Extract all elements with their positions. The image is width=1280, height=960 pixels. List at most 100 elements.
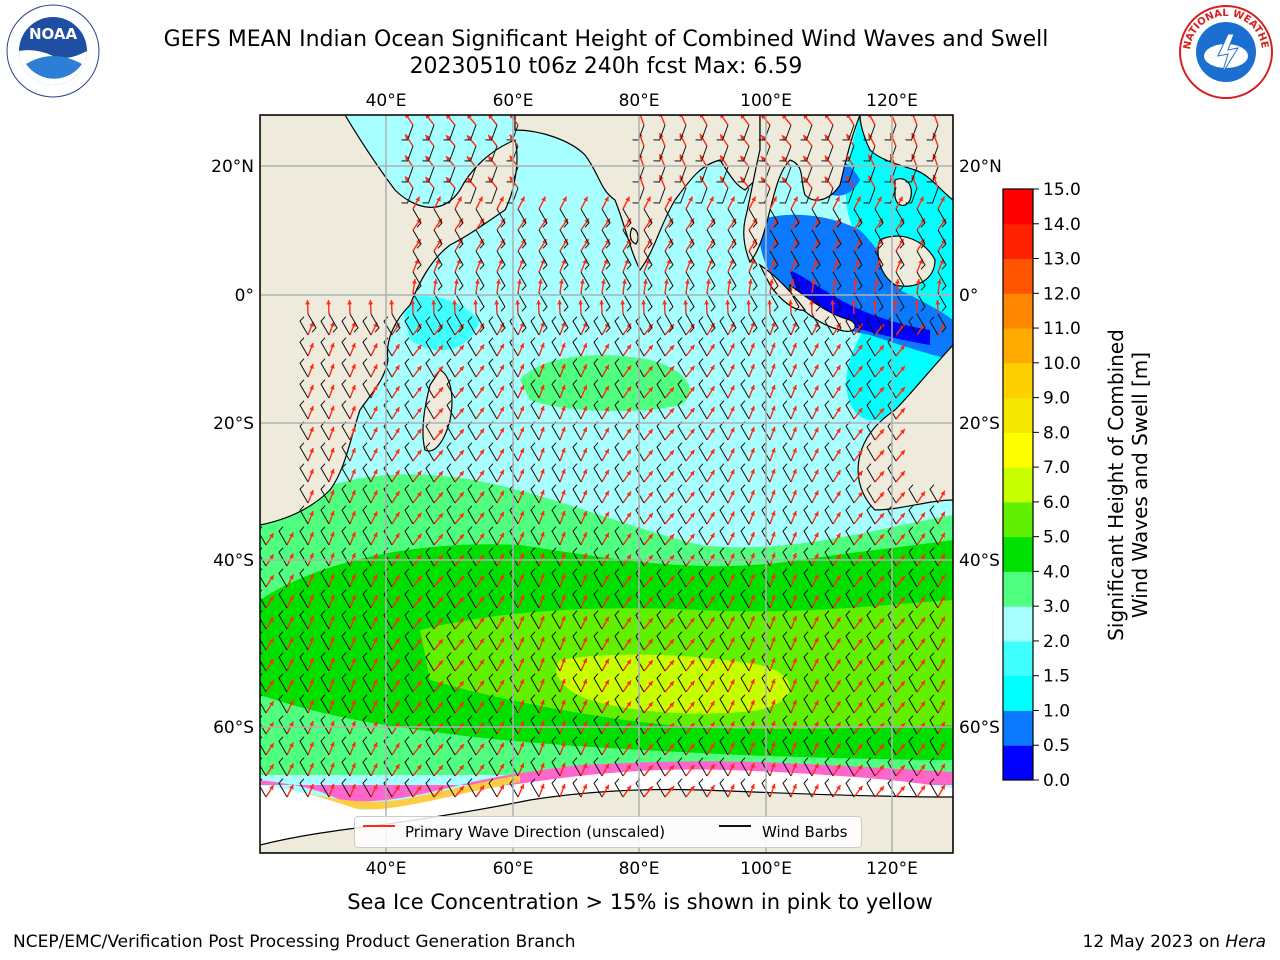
- wind-barb: [572, 484, 582, 504]
- wind-barbs: [260, 124, 947, 798]
- wave-direction-arrowhead: [814, 427, 819, 433]
- wind-barb: [593, 757, 603, 777]
- wave-direction-arrowhead: [626, 449, 632, 455]
- wind-barb: [299, 400, 309, 420]
- wave-direction-arrowhead: [730, 616, 735, 622]
- wave-direction-arrowhead: [488, 156, 493, 161]
- wave-direction-arrowhead: [373, 784, 378, 790]
- wave-direction-arrowhead: [689, 785, 695, 791]
- wave-direction-arrowhead: [351, 468, 356, 474]
- wind-barb: [677, 547, 687, 567]
- wind-barb: [842, 124, 855, 141]
- colorbar-tick-label: 0.5: [1043, 736, 1070, 756]
- wave-direction-arrowhead: [815, 218, 820, 224]
- wave-direction-arrowhead: [582, 427, 588, 433]
- wind-barb: [677, 652, 687, 672]
- wave-direction-arrowhead: [269, 680, 274, 686]
- wave-direction-arrowhead: [792, 322, 797, 327]
- wave-direction-arrowhead: [395, 344, 400, 350]
- wind-barb: [320, 652, 330, 672]
- wind-barb: [341, 505, 351, 525]
- wind-barb: [719, 463, 729, 483]
- wave-direction-arrowhead: [771, 657, 776, 663]
- wave-direction-arrowhead: [771, 783, 776, 789]
- wind-barb: [845, 715, 855, 735]
- wave-direction-arrow: [639, 115, 645, 126]
- wave-direction-arrowhead: [415, 196, 420, 202]
- wave-direction-arrowhead: [438, 744, 443, 750]
- wind-barb: [782, 400, 792, 420]
- top-lon-label: 80°E: [619, 91, 660, 111]
- wave-direction-arrowhead: [309, 637, 314, 642]
- wind-barb: [559, 229, 569, 249]
- wind-barb: [803, 316, 813, 336]
- map-frame: [259, 114, 954, 854]
- wind-barb: [475, 313, 485, 333]
- wind-barb: [866, 547, 876, 567]
- wind-barb: [551, 358, 561, 378]
- wind-barb: [614, 526, 624, 546]
- wave-direction-arrowhead: [446, 115, 451, 120]
- colorbar-tick-label: 9.0: [1043, 389, 1070, 409]
- wave-direction-arrowhead: [836, 554, 841, 560]
- wave-direction-arrowhead: [269, 554, 274, 560]
- wave-direction-arrowhead: [750, 363, 755, 369]
- wave-direction-arrowhead: [846, 134, 851, 140]
- wave-direction-arrowhead: [561, 636, 566, 642]
- wind-barb: [425, 547, 435, 567]
- wave-direction-arrowhead: [580, 279, 585, 284]
- wind-barb: [593, 589, 603, 609]
- wind-barb: [748, 250, 758, 270]
- wind-barb: [698, 526, 708, 546]
- wind-barb: [677, 316, 687, 336]
- left-lat-label: 0°: [235, 286, 254, 306]
- wind-barb: [446, 673, 456, 693]
- wave-direction-arrowhead: [373, 574, 378, 580]
- wind-barb: [874, 292, 884, 312]
- wind-barb: [698, 400, 708, 420]
- wave-direction-arrowhead: [561, 552, 566, 558]
- wind-barb: [782, 547, 792, 567]
- wave-direction-arrowhead: [730, 574, 735, 580]
- wind-barb: [467, 757, 477, 777]
- wind-barb: [341, 652, 351, 672]
- wind-barb: [425, 652, 435, 672]
- wave-direction-arrowhead: [499, 658, 504, 664]
- wave-direction-arrowhead: [416, 218, 421, 224]
- wind-barb: [530, 589, 540, 609]
- wind-barb: [866, 589, 876, 609]
- wind-barb: [488, 547, 498, 567]
- wind-barb: [727, 271, 737, 291]
- wave-direction-arrowhead: [582, 364, 588, 370]
- wind-barb: [530, 484, 540, 504]
- wave-direction-arrowhead: [782, 135, 787, 141]
- wave-direction-arrowhead: [750, 489, 755, 495]
- wave-direction-arrowhead: [879, 345, 884, 351]
- wave-direction-arrowhead: [519, 742, 525, 748]
- wave-direction-arrowhead: [561, 510, 566, 516]
- wave-direction-arrowhead: [916, 279, 921, 284]
- wind-barb: [887, 463, 897, 483]
- wind-barb: [320, 610, 330, 630]
- wind-barb: [622, 229, 632, 249]
- wind-barb: [824, 505, 834, 525]
- wind-barb: [769, 292, 779, 312]
- wind-barb: [845, 463, 855, 483]
- wave-direction-arrowhead: [708, 259, 713, 264]
- wave-direction-arrowhead: [648, 765, 653, 771]
- wind-barb: [698, 568, 708, 588]
- wave-direction-arrowhead: [540, 510, 545, 516]
- wave-direction-arrowhead: [803, 135, 808, 140]
- wave-direction-arrowhead: [669, 534, 674, 540]
- wind-barb: [887, 673, 897, 693]
- wind-barb: [761, 673, 771, 693]
- wave-direction-arrowhead: [416, 638, 422, 644]
- wave-direction-arrowhead: [479, 470, 485, 476]
- wave-direction-arrowhead: [309, 511, 314, 516]
- wave-direction-arrowhead: [395, 638, 400, 644]
- wind-barb: [425, 526, 435, 546]
- wind-barb: [824, 631, 834, 651]
- wind-barb: [824, 652, 834, 672]
- wave-direction-arrowhead: [519, 364, 525, 370]
- wind-barb: [299, 547, 309, 567]
